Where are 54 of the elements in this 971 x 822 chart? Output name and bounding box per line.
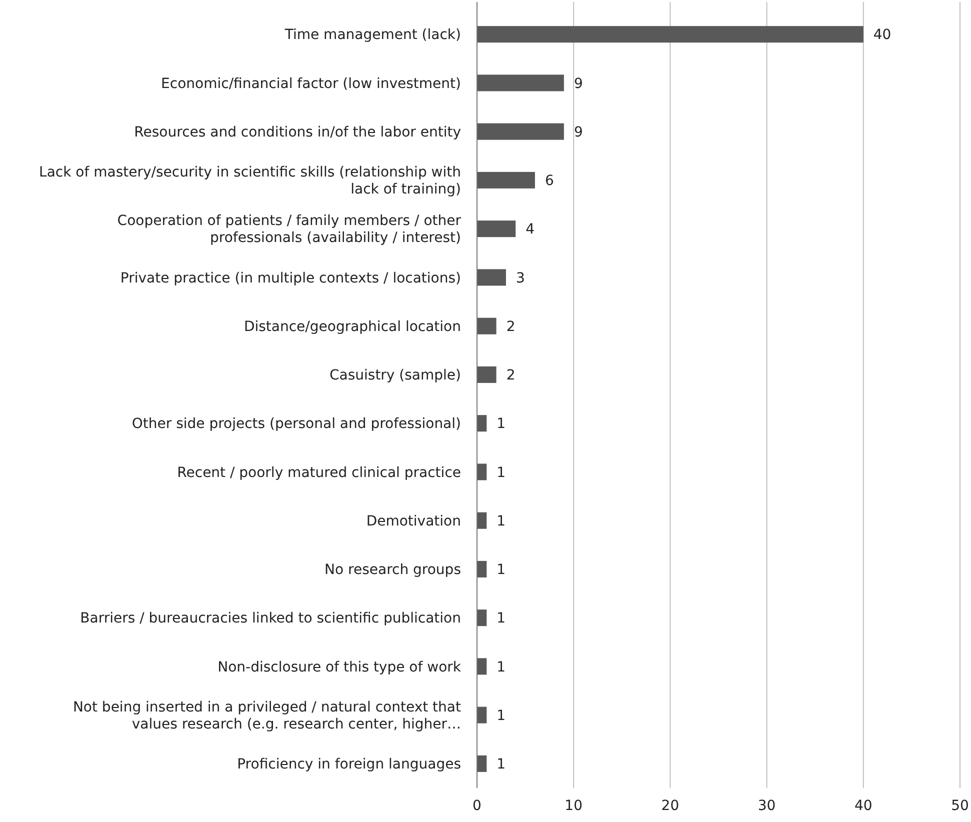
data-label: 2 [506,368,516,384]
bar [477,415,487,432]
data-label: 1 [496,659,506,676]
y-tick-label: Lack of mastery/security in scientific skills (relationship with lack of training) [39,164,461,198]
y-tick-label: Other side projects (personal and professional) [132,416,461,432]
y-tick-label: Casuistry (sample) [329,368,461,384]
data-label: 1 [496,610,506,627]
data-label: 6 [544,173,554,190]
data-label: 4 [526,222,535,238]
bar [477,610,487,626]
y-tick-label: No research groups [324,562,461,578]
y-tick-label: Distance/geographical location [244,318,461,335]
bar [477,512,487,529]
data-label: 9 [574,76,583,92]
y-tick-label: Economic/financial factor (low investment) [161,76,461,92]
data-label: 1 [496,756,506,773]
x-tick-label: 40 [854,798,872,814]
data-label: 1 [496,708,506,724]
y-tick-label: Barriers / bureaucracies linked to scientific publication [80,610,461,627]
data-label: 1 [496,562,506,578]
data-label: 40 [873,27,892,44]
bar [477,220,516,238]
y-tick-label: Recent / poorly matured clinical practice [177,464,461,481]
bar [477,26,864,43]
bar [477,318,496,334]
y-tick-label: Proficiency in foreign languages [237,756,461,773]
y-tick-label: Time management (lack) [284,27,461,44]
bar [477,172,535,188]
y-tick-label: Resources and conditions in/of the labor entity [134,124,461,140]
bar [477,123,564,140]
y-tick-label: Cooperation of patients / family members / other professionals (availability / interest) [117,213,462,246]
x-tick-label: 50 [951,798,969,814]
data-label: 2 [506,318,516,335]
bar [477,755,487,772]
x-tick-label: 20 [661,798,680,814]
bar [477,658,487,675]
y-tick-label: Not being inserted in a privileged / natural context that values research (e.g. research center, higher… [72,699,462,732]
x-tick-label: 0 [472,798,482,814]
bar [477,706,487,724]
y-tick-label: Private practice (in multiple contexts / locations) [120,270,461,286]
bar [477,464,487,480]
y-tick-label: Non-disclosure of this type of work [218,659,462,676]
data-label: 1 [496,416,506,432]
bar [477,269,506,286]
x-tick-label: 30 [758,798,776,814]
data-label: 1 [496,464,506,481]
bar [477,560,487,578]
y-tick-label: Demotivation [366,513,461,530]
data-label: 9 [574,124,583,140]
bar [477,74,564,92]
data-label: 1 [496,513,506,530]
x-tick-label: 10 [564,798,583,814]
data-label: 3 [516,270,525,286]
bar [477,366,496,383]
